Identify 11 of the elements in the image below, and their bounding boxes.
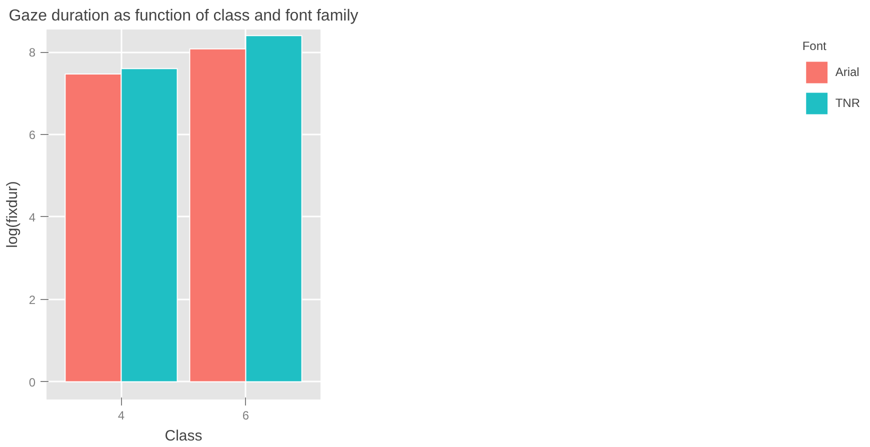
- y-tick-label: 2: [28, 292, 36, 307]
- chart-title: Gaze duration as function of class and font family: [8, 8, 358, 24]
- legend-label: Arial: [835, 65, 860, 79]
- y-tick-label: 0: [28, 375, 36, 390]
- y-tick-label: 6: [28, 128, 36, 142]
- y-tick-label: 4: [28, 210, 36, 224]
- y-axis-title: log(fixdur): [4, 181, 21, 248]
- y-tick-label: 8: [28, 46, 36, 60]
- x-axis-title: Class: [164, 428, 202, 444]
- legend-title: Font: [802, 39, 828, 53]
- legend-label: TNR: [835, 96, 860, 110]
